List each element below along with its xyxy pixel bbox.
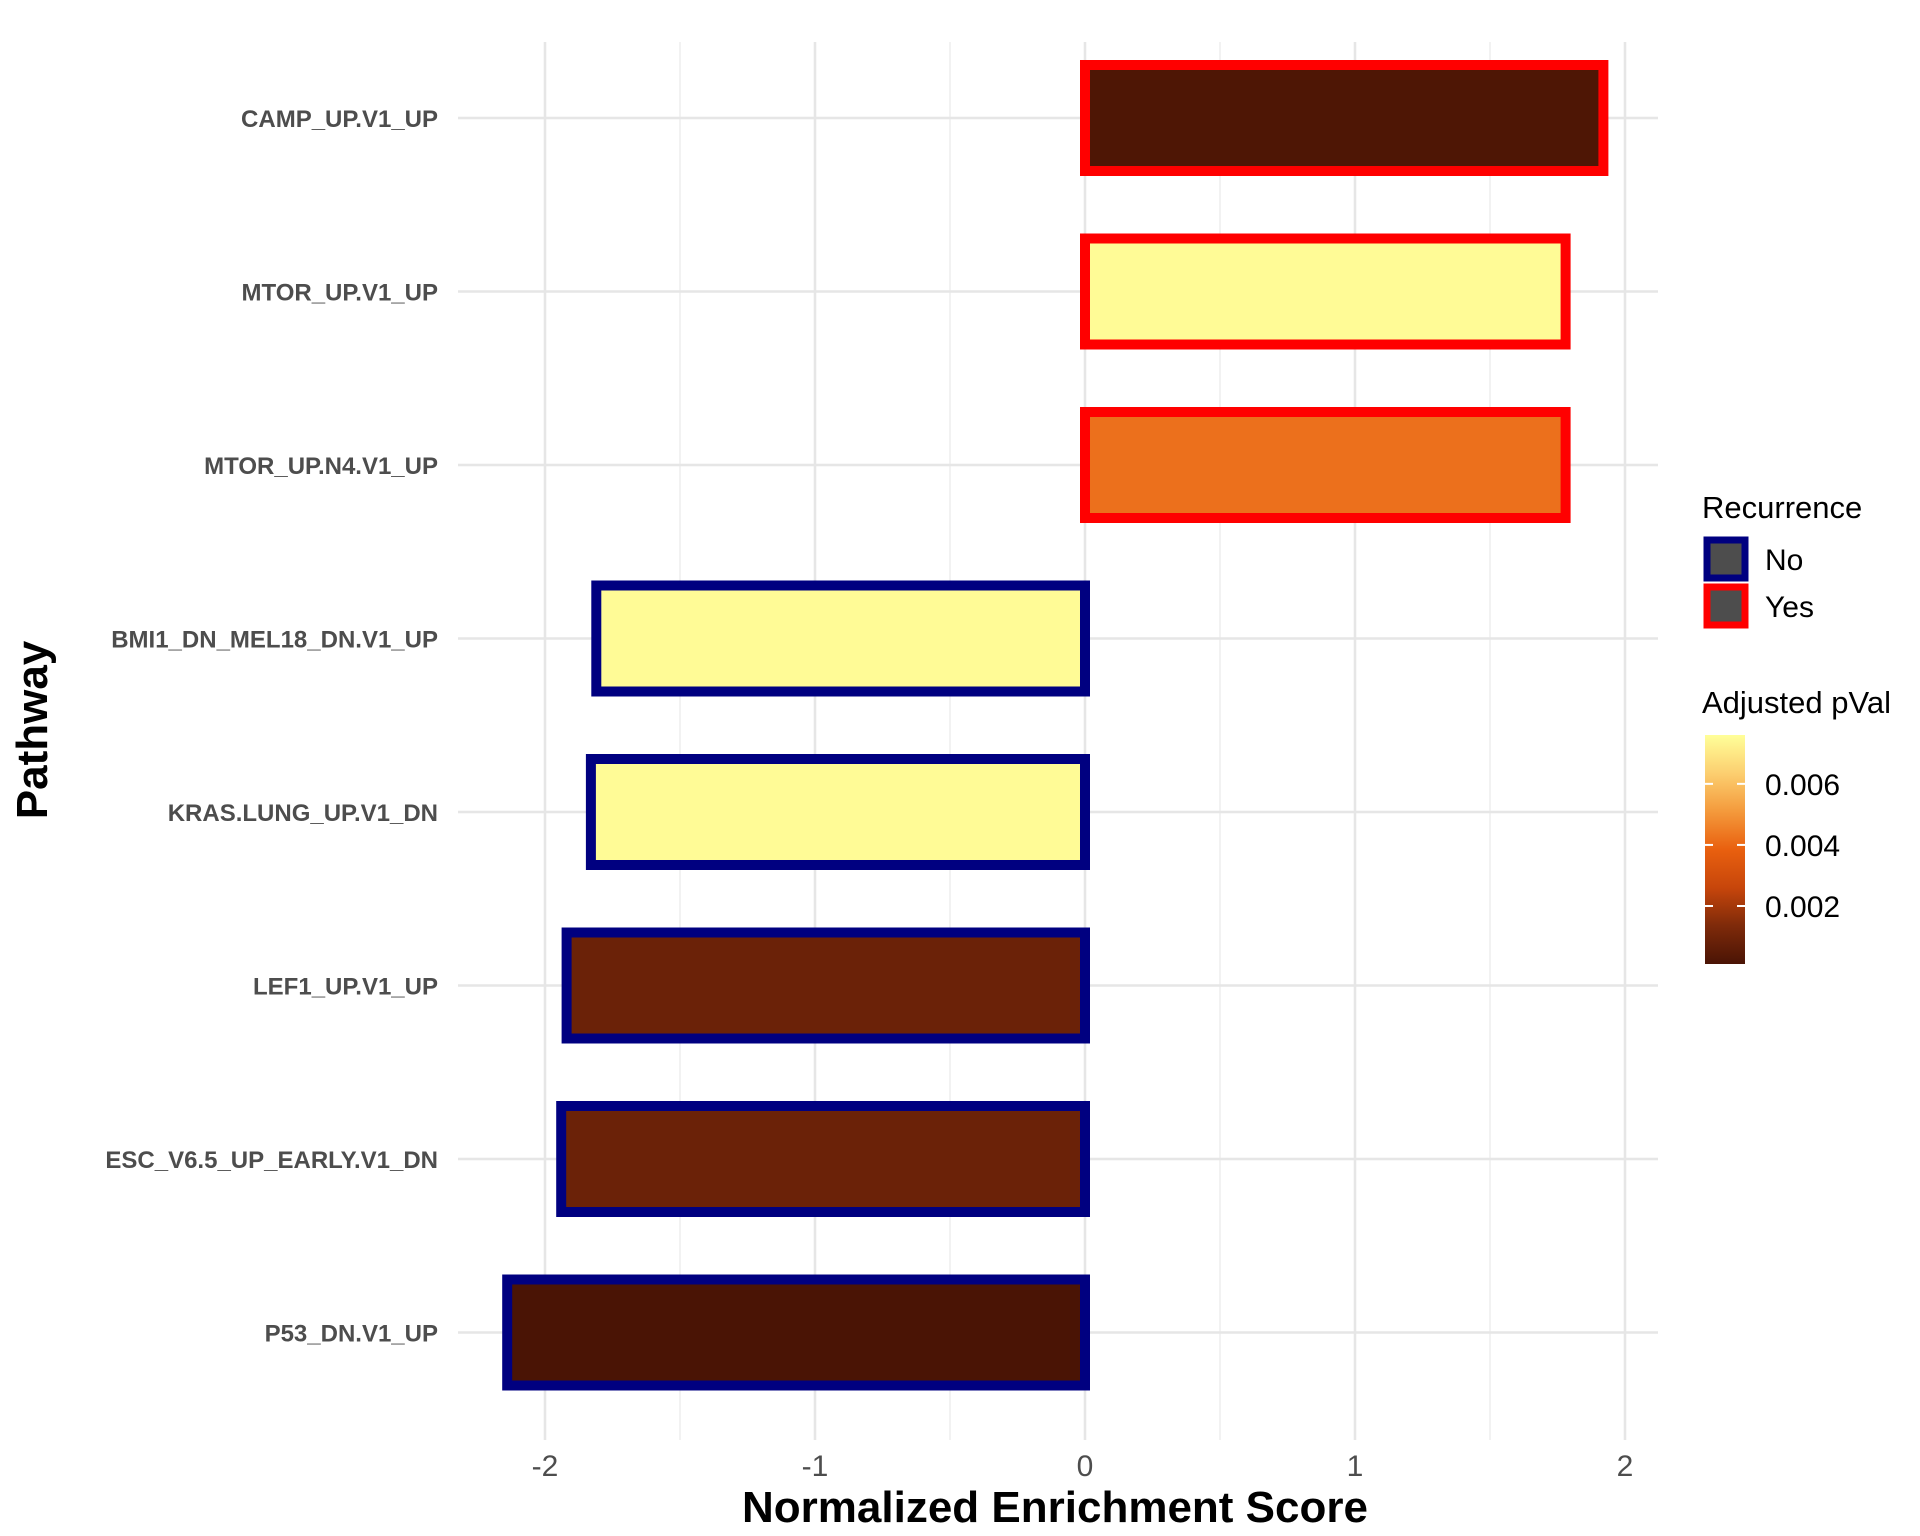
y-axis-title: Pathway [8,640,57,819]
x-axis-title: Normalized Enrichment Score [742,1483,1368,1532]
x-tick-labels: -2 -1 0 1 2 [532,1450,1634,1483]
x-tick-label: 2 [1617,1450,1634,1483]
legend-key-no [1703,536,1749,582]
pval-legend: Adjusted pVal 0.002 0.004 0.006 [1702,685,1891,964]
y-tick-label: LEF1_UP.V1_UP [253,974,438,1001]
legend-label-no: No [1765,544,1803,577]
x-tick-label: 0 [1077,1450,1094,1483]
legend-label-yes: Yes [1765,591,1814,624]
x-tick-label: 1 [1347,1450,1364,1483]
bar-esc-v6-5-up-early-v1-dn [556,1101,1090,1217]
bar-mtor-up-v1-up [1080,233,1571,350]
x-tick-label: -1 [802,1450,829,1483]
recurrence-legend-title: Recurrence [1702,490,1862,525]
legend-key-yes [1703,583,1749,629]
bar-mtor-up-n4-v1-up [1080,407,1571,523]
bar-lef1-up-v1-up [561,927,1090,1044]
bar-camp-up-v1-up [1080,60,1609,176]
pval-tick-label: 0.004 [1765,830,1840,863]
pval-colorbar-ticks: 0.002 0.004 0.006 [1705,769,1840,924]
bar-p53-dn-v1-up [502,1274,1090,1391]
bars [502,60,1609,1391]
x-tick-label: -2 [532,1450,559,1483]
recurrence-legend-keys: No Yes [1703,536,1814,629]
bar-bmi1-dn-mel18-dn-v1-up [591,580,1090,697]
bar-kras-lung-up-v1-dn [585,754,1091,870]
y-tick-label: KRAS.LUNG_UP.V1_DN [168,800,438,827]
y-tick-label: BMI1_DN_MEL18_DN.V1_UP [111,627,438,654]
pval-tick-label: 0.002 [1765,891,1840,924]
y-tick-label: MTOR_UP.N4.V1_UP [204,453,438,480]
pval-legend-title: Adjusted pVal [1702,685,1891,720]
y-tick-label: P53_DN.V1_UP [265,1321,438,1348]
pval-colorbar [1705,735,1745,964]
pval-tick-label: 0.006 [1765,769,1840,802]
y-tick-label: MTOR_UP.V1_UP [241,280,438,307]
recurrence-legend: Recurrence No Yes [1702,490,1862,629]
y-tick-labels: CAMP_UP.V1_UP MTOR_UP.V1_UP MTOR_UP.N4.V1_… [105,106,438,1348]
y-tick-label: CAMP_UP.V1_UP [241,106,438,133]
y-tick-label: ESC_V6.5_UP_EARLY.V1_DN [105,1147,438,1174]
